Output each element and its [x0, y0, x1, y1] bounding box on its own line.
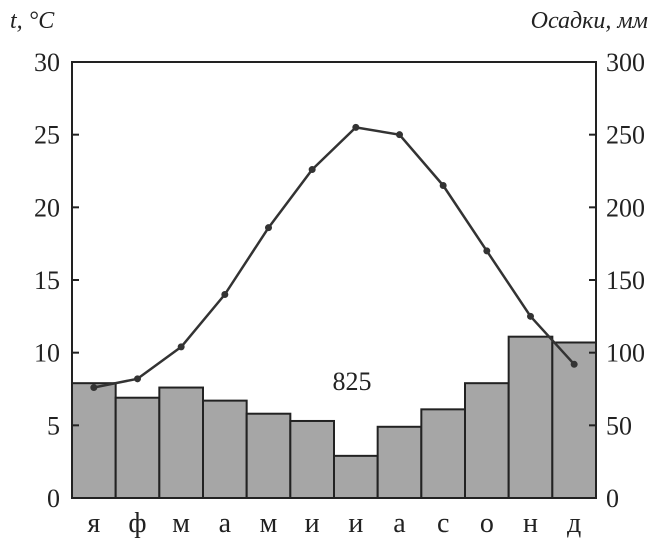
- x-tick-label: и: [348, 508, 363, 539]
- precip-bar-1: [71, 382, 117, 500]
- precip-bar-8: [376, 425, 423, 499]
- temperature-point-6: [308, 166, 316, 174]
- right-tick-label: 50: [606, 411, 632, 440]
- precip-bar-12: [551, 341, 597, 500]
- right-tick-label: 250: [606, 121, 645, 150]
- x-tick-label: и: [305, 508, 320, 539]
- left-tick-label: 5: [47, 411, 60, 440]
- temperature-point-12: [570, 360, 578, 368]
- precip-bar-11: [507, 335, 554, 499]
- temperature-point-8: [396, 131, 403, 139]
- x-tick-label: с: [437, 508, 449, 539]
- precip-bar-7: [333, 454, 379, 499]
- precip-bar-10: [464, 382, 510, 500]
- right-tick-label: 150: [606, 266, 645, 295]
- temperature-point-5: [265, 224, 272, 232]
- x-tick-label: н: [523, 508, 538, 539]
- right-tick-label: 0: [606, 484, 619, 513]
- x-tick-label: д: [567, 508, 581, 539]
- left-tick-label: 20: [34, 193, 60, 222]
- x-tick-label: а: [219, 508, 232, 539]
- right-axis-label: Осадки, мм: [531, 8, 648, 34]
- left-tick-label: 15: [34, 266, 60, 295]
- left-tick-label: 30: [34, 48, 60, 77]
- x-tick-label: а: [393, 508, 406, 539]
- temperature-curve: [93, 126, 576, 389]
- x-tick-label: м: [260, 508, 278, 539]
- temperature-point-3: [177, 343, 185, 351]
- temperature-point-11: [527, 312, 534, 320]
- axis-ticks: я ф м а м и и а с о н д0510152025300501001502002503…: [34, 48, 645, 539]
- temperature-point-10: [483, 247, 491, 255]
- left-tick-label: 25: [34, 121, 60, 150]
- precip-bar-2: [114, 396, 161, 499]
- left-tick-label: 0: [47, 484, 60, 513]
- temperature-point-1: [90, 384, 98, 392]
- right-tick-label: 100: [606, 339, 645, 368]
- x-tick-label: я: [87, 508, 100, 539]
- left-axis-label: t, °C: [10, 8, 55, 34]
- x-tick-label: м: [172, 508, 190, 539]
- x-tick-label: ф: [128, 508, 146, 539]
- precip-bar-5: [245, 412, 292, 499]
- temperature-point-7: [352, 123, 360, 131]
- temperature-line: [90, 123, 578, 392]
- precip-bar-4: [202, 399, 248, 500]
- precip-bar-3: [158, 386, 204, 499]
- x-tick-label: о: [480, 508, 494, 539]
- temperature-point-2: [134, 375, 141, 383]
- temperature-point-9: [439, 182, 447, 190]
- temperature-point-4: [221, 291, 229, 299]
- right-tick-label: 200: [606, 193, 645, 222]
- precip-bar-9: [420, 408, 467, 500]
- left-tick-label: 10: [34, 339, 60, 368]
- precip-bar-6: [289, 419, 336, 499]
- total-precipitation-label: 825: [333, 367, 372, 396]
- precipitation-bars: [71, 335, 597, 500]
- right-tick-label: 300: [606, 48, 645, 77]
